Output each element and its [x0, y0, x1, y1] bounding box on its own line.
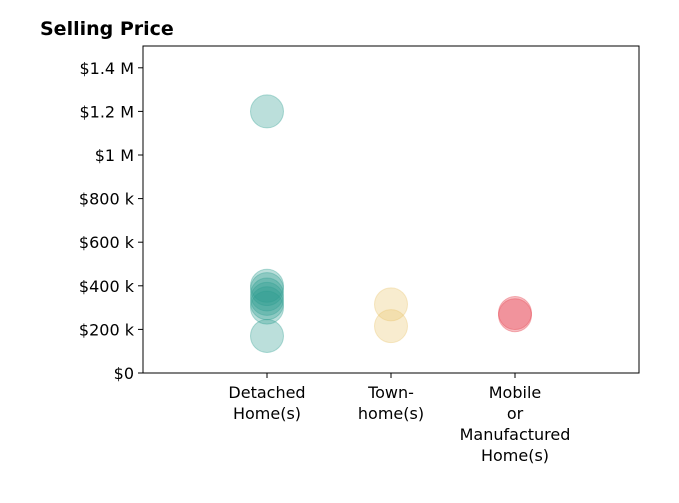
y-tick-label: $200 k	[79, 320, 135, 339]
x-axis: Detached Home(s) Town-home(s) Mobile or Manuf…	[228, 373, 570, 465]
x-tick-label-line: Manufactured	[460, 425, 571, 444]
x-tick-label: Mobile or Manufactured Home(s)	[460, 383, 571, 465]
y-tick-label: $600 k	[79, 233, 135, 252]
x-tick-label-line: Mobile	[489, 383, 541, 402]
y-tick-label: $1.2 M	[79, 102, 134, 121]
scatter-point	[250, 277, 284, 312]
scatter-point	[498, 296, 532, 331]
scatter-point	[250, 268, 284, 303]
scatter-point	[250, 281, 284, 316]
x-tick-label-line: Home(s)	[233, 404, 301, 423]
x-tick-label-line: Town-	[367, 383, 414, 402]
x-tick-label: Detached Home(s)	[228, 383, 305, 423]
scatter-point	[250, 272, 284, 307]
scatter-point	[374, 287, 408, 322]
chart-title: Selling Price	[40, 18, 174, 40]
scatter-point	[250, 318, 284, 353]
x-tick-label: Town-home(s)	[358, 383, 424, 423]
y-tick-label: $1.4 M	[79, 59, 134, 78]
y-tick-label: $400 k	[79, 277, 135, 296]
data-points	[250, 94, 532, 353]
scatter-point	[250, 94, 284, 129]
x-tick-label-line: or	[507, 404, 524, 423]
scatter-point	[250, 286, 284, 321]
y-axis: $0 $200 k $400 k $600 k $800 k $1 M $1.2 M $1.4…	[79, 59, 143, 383]
x-tick-label-line: Home(s)	[481, 446, 549, 465]
y-tick-label: $0	[114, 364, 134, 383]
x-tick-label-line: home(s)	[358, 404, 424, 423]
y-tick-label: $800 k	[79, 190, 135, 209]
scatter-point	[250, 290, 284, 325]
scatter-point	[374, 309, 408, 344]
scatter-point	[498, 298, 532, 333]
x-tick-label-line: Detached	[228, 383, 305, 402]
y-tick-label: $1 M	[95, 146, 134, 165]
